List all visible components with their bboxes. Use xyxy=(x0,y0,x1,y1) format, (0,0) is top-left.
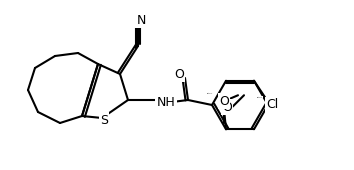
Text: O: O xyxy=(174,67,184,81)
Text: O: O xyxy=(219,95,229,108)
Text: O: O xyxy=(222,101,232,114)
Text: S: S xyxy=(100,114,108,126)
Text: methoxy: methoxy xyxy=(207,93,213,94)
Text: N: N xyxy=(136,13,146,27)
Text: Cl: Cl xyxy=(266,98,278,111)
Text: methoxy: methoxy xyxy=(257,97,263,98)
Text: NH: NH xyxy=(156,96,175,108)
